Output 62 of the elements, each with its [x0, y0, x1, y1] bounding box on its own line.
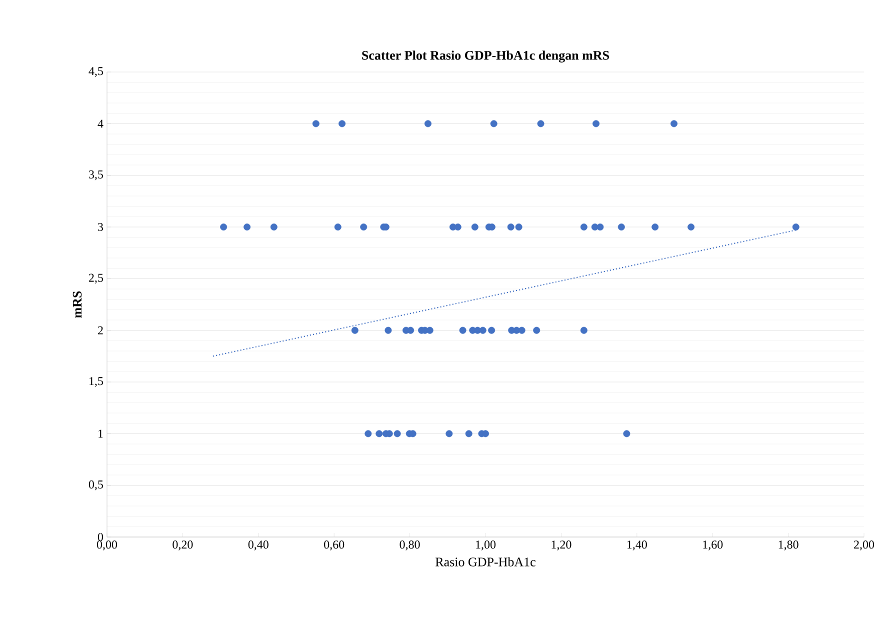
point — [270, 224, 278, 230]
point — [518, 326, 526, 334]
x-tick-label: 0,00 — [96, 540, 118, 550]
y-tick-label: 4,5 — [88, 67, 104, 77]
point — [580, 224, 588, 230]
point — [479, 326, 486, 334]
point — [351, 326, 358, 334]
point — [426, 326, 434, 334]
x-tick-label: 1,40 — [627, 540, 647, 550]
point — [792, 224, 800, 230]
chart-title: Scatter Plot Rasio GDP-HbA1c dengan mRS — [362, 50, 609, 62]
point — [424, 120, 432, 128]
point — [471, 224, 478, 230]
y-tick-label: 2 — [98, 326, 103, 334]
x-tick-label: 1,20 — [552, 540, 572, 550]
point — [688, 224, 695, 230]
x-tick-label: 1,80 — [778, 540, 798, 550]
x-tick-label: 1,00 — [476, 540, 496, 550]
point — [338, 120, 346, 128]
y-tick-label: 4 — [98, 120, 104, 128]
x-tick-label: 0,40 — [248, 540, 268, 550]
x-axis-title: Rasio GDP-HbA1c — [436, 557, 536, 566]
point — [533, 326, 540, 334]
y-tick-label: 2,5 — [89, 274, 104, 284]
y-tick-label: 1,5 — [90, 377, 104, 387]
x-tick-label: 0,80 — [400, 540, 420, 550]
point — [454, 224, 462, 230]
x-tick-label: 1,60 — [703, 540, 723, 550]
y-tick-label: 3,5 — [89, 170, 104, 180]
point — [376, 430, 383, 438]
point — [580, 326, 588, 334]
x-tick-label: 0,20 — [172, 540, 193, 550]
point — [465, 430, 472, 438]
point — [490, 120, 498, 128]
point — [220, 224, 228, 230]
point — [334, 224, 342, 230]
point — [312, 120, 320, 128]
y-tick-label: 3 — [98, 222, 104, 232]
point — [360, 224, 368, 230]
point — [652, 224, 659, 230]
point — [596, 224, 604, 230]
point — [507, 224, 514, 230]
point — [244, 224, 251, 230]
point — [515, 224, 522, 230]
point — [618, 224, 625, 230]
point — [407, 326, 414, 334]
point — [364, 430, 372, 438]
y-tick-label: 0,5 — [88, 480, 104, 490]
y-axis-title: mRS — [72, 291, 82, 318]
point — [670, 120, 678, 128]
y-tick-label: 1 — [98, 430, 103, 438]
y-tick-label: 0 — [98, 532, 104, 542]
point — [446, 430, 453, 438]
point — [488, 326, 496, 334]
point — [384, 326, 392, 334]
x-tick-label: 0,60 — [324, 540, 344, 550]
point — [537, 120, 544, 128]
point — [459, 326, 466, 334]
point — [394, 430, 401, 438]
x-tick-label: 2,00 — [854, 540, 874, 550]
point — [592, 120, 600, 128]
point — [623, 430, 630, 438]
